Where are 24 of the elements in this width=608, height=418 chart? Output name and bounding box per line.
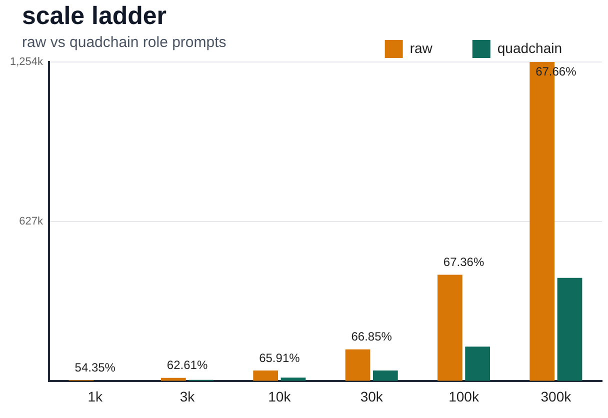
x-tick-label: 3k: [180, 388, 196, 404]
bar: [437, 274, 462, 381]
annotation: 65.91%: [259, 350, 300, 365]
bar: [372, 370, 398, 381]
legend-label: raw: [410, 40, 434, 56]
x-tick-label: 30k: [360, 388, 384, 404]
chart-title: scale ladder: [22, 2, 167, 31]
annotation: 66.85%: [351, 330, 392, 344]
bar: [557, 278, 582, 381]
x-tick-label: 1k: [88, 388, 104, 404]
annotation: 67.36%: [443, 255, 484, 270]
bar: [253, 370, 278, 381]
annotation: 54.35%: [74, 360, 116, 374]
x-tick-label: 300k: [540, 388, 572, 404]
x-tick-label: 10k: [268, 388, 292, 404]
x-tick-label: 100k: [448, 388, 480, 404]
annotation: 62.61%: [166, 358, 208, 372]
y-tick-label: 1,254k: [10, 56, 44, 68]
y-tick-label: 627k: [19, 216, 44, 228]
legend-label: quadchain: [497, 40, 562, 56]
bar: [465, 346, 490, 381]
chart-subtitle: raw vs quadchain role prompts: [22, 34, 226, 51]
bar: [280, 378, 306, 381]
bar: [345, 349, 370, 381]
